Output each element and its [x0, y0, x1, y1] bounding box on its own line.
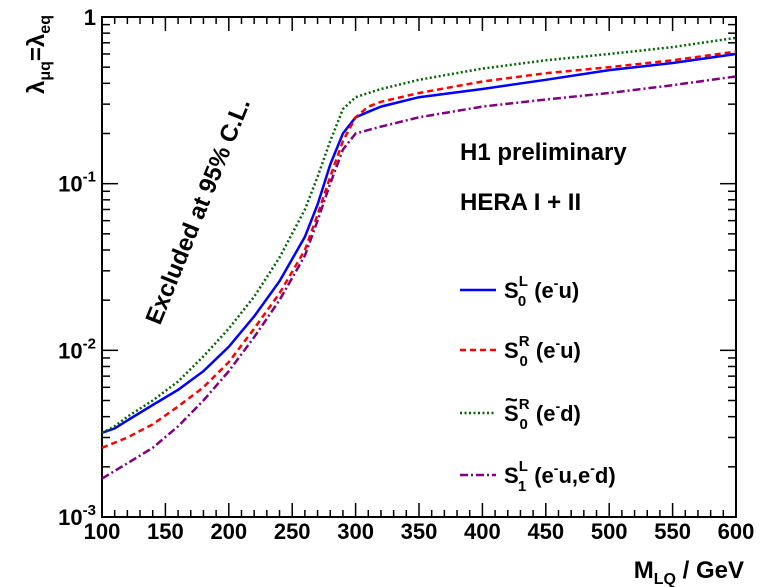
x-tick-label: 200: [210, 519, 247, 544]
x-tick-label: 150: [147, 519, 184, 544]
x-tick-label: 250: [274, 519, 311, 544]
x-axis-title: MLQ / GeV: [634, 557, 744, 587]
legend-label-2: SR 0 (e-u): [504, 333, 581, 370]
dataset-label: HERA I + II: [460, 189, 581, 216]
x-tick-label: 350: [401, 519, 438, 544]
series-line-1: [101, 52, 737, 434]
series-line-3: [101, 36, 737, 434]
y-tick-label: 10-2: [58, 335, 96, 363]
x-tick-label: 100: [84, 519, 121, 544]
x-tick-label: 600: [718, 519, 755, 544]
x-tick-label: 400: [464, 519, 501, 544]
x-tick-label: 550: [654, 519, 691, 544]
legend-label-4: SL 1 (e-u,e-d): [504, 458, 616, 495]
experiment-label: H1 preliminary: [460, 139, 627, 166]
x-tick-label: 450: [527, 519, 564, 544]
x-tick-label: 500: [591, 519, 628, 544]
legend-label-3: SR 0 (e-d): [504, 396, 581, 433]
axis-ticks: 100 150 200 250 300 350 400 450 500 550 600 10-3 10-…: [58, 5, 754, 544]
y-tick-label: 10-1: [58, 169, 96, 197]
legend: SL 0 (e-u) SR 0 (e-u) ~SR 0 (e-d) SL 1 (e-u,e-d): [460, 273, 616, 495]
excluded-annotation: Excluded at 95% C.L.: [141, 94, 256, 328]
x-tick-label: 300: [337, 519, 374, 544]
legend-label-1: SL 0 (e-u): [504, 273, 579, 310]
series-group: [101, 36, 737, 480]
y-axis-title: λμq=λeq: [23, 15, 54, 94]
y-tick-label: 10-3: [58, 502, 96, 530]
legend-tilde: ~: [505, 387, 518, 412]
y-tick-label: 1: [84, 5, 96, 30]
series-line-4: [101, 75, 737, 480]
